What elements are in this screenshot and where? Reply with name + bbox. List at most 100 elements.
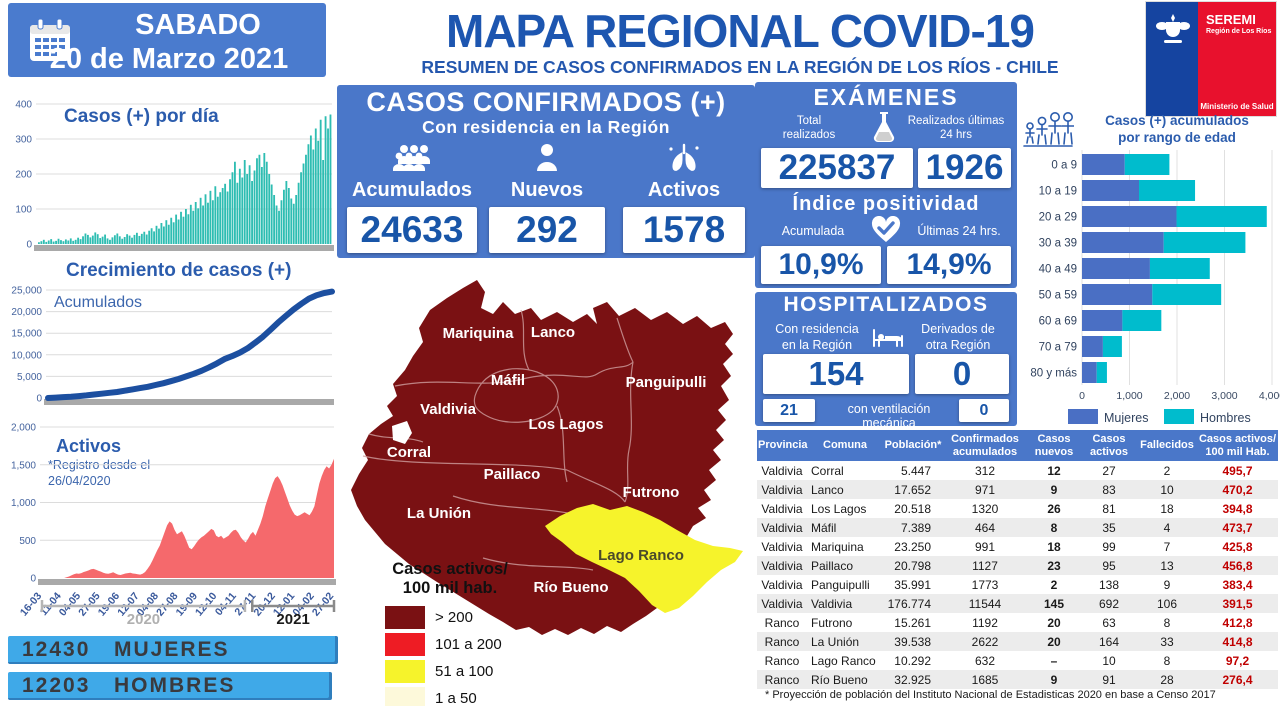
table-row: Ranco La Unión 39.538 2622 20 164 33 414,8 [757, 632, 1278, 652]
table-cell: 176.774 [883, 594, 943, 614]
svg-text:60 a 69: 60 a 69 [1039, 316, 1077, 328]
date-full: 20 de Marzo 2021 [49, 43, 289, 75]
table-cell: 971 [943, 480, 1027, 500]
svg-text:5,000: 5,000 [17, 372, 42, 383]
table-cell: 27 [1102, 463, 1116, 478]
table-cell: Valdivia [761, 501, 803, 516]
table-cell: Valdivia [757, 594, 807, 614]
page-title: MAPA REGIONAL COVID-19 [446, 5, 1035, 57]
legend-swatch [385, 659, 425, 683]
logo-region: Región de Los Ríos [1206, 28, 1272, 35]
active-cases-chart: 05001,0001,5002,00016-0311-0404-0527-051… [11, 423, 337, 629]
svg-text:80 y más: 80 y más [1030, 368, 1077, 380]
table-header-cell: Provincia [757, 430, 808, 462]
table-cell: 20.798 [883, 556, 943, 576]
logo-blue-panel [1146, 2, 1198, 116]
table-cell: Lago Ranco [811, 653, 876, 668]
table-cell: 1192 [972, 615, 998, 630]
stat-activos: Activos 1578 [623, 143, 745, 253]
daily-chart-title: Casos (+) por día [64, 106, 219, 127]
table-cell: 138 [1098, 577, 1120, 592]
flask-icon [873, 112, 895, 143]
commune-borders [362, 309, 634, 571]
map-label-lanco: Lanco [531, 324, 575, 341]
map-legend-title: Casos activos/ 100 mil hab. [392, 560, 508, 597]
table-row: Valdivia Mariquina 23.250 991 18 99 7 425,8 [757, 537, 1278, 556]
exams-last24-label: Realizados últimas 24 hrs [907, 115, 1005, 142]
table-cell: 425,8 [1222, 539, 1253, 554]
table-cell: 11544 [943, 594, 1027, 614]
region-map: Mariquina Lanco Máfil Panguipulli Valdiv… [351, 280, 743, 635]
table-cell: 13 [1137, 556, 1197, 576]
stat-value: 24633 [347, 207, 477, 253]
svg-text:70 a 79: 70 a 79 [1039, 342, 1077, 354]
gender-totals: 12430 MUJERES 12203 HOMBRES [8, 636, 338, 700]
hombres-label: HOMBRES [114, 674, 236, 697]
table-cell: Ranco [764, 653, 800, 668]
hosp-resident-value: 154 [763, 354, 909, 394]
hombres-value: 12203 [22, 674, 91, 697]
svg-text:2,000: 2,000 [1164, 390, 1190, 402]
confirmed-subtitle: Con residencia en la Región [422, 117, 670, 138]
mujeres-value: 12430 [22, 638, 91, 661]
table-cell: Futrono [811, 615, 853, 630]
svg-text:0: 0 [30, 574, 36, 585]
table-header-cell: Casos activos [1081, 430, 1137, 462]
map-label-valdivia: Valdivia [420, 401, 477, 418]
svg-text:2,000: 2,000 [11, 423, 36, 434]
table-cell: 99 [1102, 539, 1116, 554]
svg-text:0: 0 [1079, 390, 1085, 402]
table-cell: 473,7 [1197, 518, 1278, 538]
svg-text:Mujeres: Mujeres [1104, 411, 1148, 424]
table-cell: 28 [1137, 670, 1197, 690]
hombres-bar: 12203 HOMBRES [8, 672, 332, 700]
map-label-corral: Corral [387, 444, 431, 461]
table-cell: 164 [1081, 632, 1137, 652]
legend-label: 101 a 200 [435, 635, 502, 653]
table-cell: 692 [1081, 594, 1137, 614]
map-label-futrono: Futrono [623, 484, 680, 501]
svg-text:10,000: 10,000 [11, 350, 42, 361]
age-distribution-chart: 0 1,000 2,000 3,000 4,000 0 a 9 10 a 19 20 a 29… [1030, 150, 1280, 425]
table-cell: 632 [974, 653, 996, 668]
table-cell: 15.261 [894, 615, 931, 630]
map-label-la-union: La Unión [407, 505, 471, 522]
svg-text:1,000: 1,000 [1116, 390, 1142, 402]
table-cell: 12 [1047, 463, 1061, 478]
table-cell: 9 [1163, 577, 1171, 592]
comuna-table-body: Valdivia Corral 5.447 312 12 27 2 495,7 Valdivia… [757, 461, 1278, 690]
positivity-24h-value: 14,9% [887, 246, 1011, 284]
date-box: SABADO 20 de Marzo 2021 [8, 3, 326, 77]
hosp-derived-label: Derivados de otra Región [921, 322, 995, 352]
lago-ranco-area [545, 504, 743, 613]
svg-text:100: 100 [15, 205, 32, 216]
table-cell: 4 [1137, 518, 1197, 538]
table-cell: Valdivia [757, 480, 807, 500]
daily-cases-chart: 0 100 200 300 400 [15, 100, 334, 251]
logo-org: SEREMI [1206, 12, 1256, 27]
table-cell: Valdivia [757, 518, 807, 538]
cumulative-chart-title: Crecimiento de casos (+) [66, 260, 292, 281]
stat-value: 292 [489, 207, 605, 253]
chile-coat-of-arms-icon [1156, 14, 1190, 43]
heart-check-icon [871, 216, 901, 242]
table-cell: 394,8 [1222, 501, 1253, 516]
svg-text:27-02: 27-02 [310, 590, 337, 618]
table-row: Valdivia Panguipulli 35.991 1773 2 138 9 383,4 [757, 575, 1278, 594]
svg-text:20,000: 20,000 [11, 307, 42, 318]
people-group-icon [393, 145, 430, 171]
table-cell: 10 [1102, 653, 1116, 668]
table-cell: 2 [1163, 463, 1171, 478]
table-cell: 23.250 [894, 539, 931, 554]
person-icon [537, 144, 557, 171]
table-cell: 20.518 [894, 501, 931, 516]
table-cell: 95 [1081, 556, 1137, 576]
table-cell: 470,2 [1197, 480, 1278, 500]
table-cell: 17.652 [883, 480, 943, 500]
confirmed-cases-box: CASOS CONFIRMADOS (+) Con residencia en … [337, 85, 755, 258]
table-cell: 9 [1027, 480, 1081, 500]
map-label-paillaco: Paillaco [484, 466, 541, 483]
table-cell: 412,8 [1222, 615, 1253, 630]
svg-text:40 a 49: 40 a 49 [1039, 264, 1077, 276]
table-cell: Valdivia [757, 556, 807, 576]
